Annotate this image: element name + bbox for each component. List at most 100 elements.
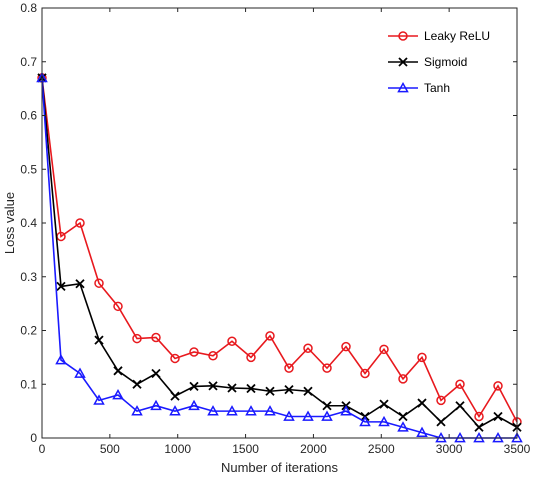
data-point-sigmoid [227, 383, 237, 393]
data-point-tanh [188, 399, 200, 411]
data-point-sigmoid [170, 391, 180, 401]
y-tick-label: 0.8 [20, 1, 37, 15]
data-point-tanh [378, 415, 390, 427]
data-point-sigmoid [75, 279, 85, 289]
data-point-leaky-relu [284, 363, 294, 373]
data-point-tanh [93, 394, 105, 405]
data-point-tanh [245, 405, 257, 416]
data-point-tanh [55, 354, 67, 365]
series-leaky-relu [37, 73, 522, 427]
data-point-leaky-relu [341, 341, 351, 352]
data-point-tanh [302, 410, 314, 421]
data-point-sigmoid [94, 335, 104, 345]
x-tick-label: 500 [100, 442, 120, 456]
legend-label: Leaky ReLU [424, 29, 490, 43]
data-point-tanh [321, 410, 333, 421]
legend-marker [398, 57, 408, 67]
data-point-sigmoid [284, 384, 294, 395]
data-point-sigmoid [398, 411, 408, 422]
data-point-sigmoid [379, 399, 389, 409]
data-point-tanh [207, 405, 219, 416]
series-line-leaky-relu [41, 77, 518, 423]
data-point-leaky-relu [170, 353, 180, 364]
legend: Leaky ReLU Sigmoid Tanh [388, 29, 490, 95]
data-point-sigmoid [322, 401, 332, 411]
y-tick-label: 0.4 [20, 216, 37, 230]
data-point-sigmoid [246, 383, 256, 394]
data-point-sigmoid [474, 422, 484, 432]
data-point-leaky-relu [455, 379, 465, 389]
x-tick-label: 2500 [368, 442, 395, 456]
x-tick-label: 1500 [232, 442, 259, 456]
data-point-leaky-relu [436, 395, 446, 406]
data-point-tanh [340, 405, 352, 416]
data-point-tanh [74, 367, 86, 378]
data-point-leaky-relu [303, 343, 313, 353]
data-point-leaky-relu [189, 347, 199, 357]
data-point-tanh [169, 405, 181, 416]
data-point-leaky-relu [208, 351, 218, 361]
data-point-leaky-relu [246, 352, 256, 363]
x-tick-label: 3000 [436, 442, 463, 456]
data-point-sigmoid [56, 281, 66, 292]
data-point-leaky-relu [265, 331, 275, 341]
y-tick-label: 0.1 [20, 377, 37, 391]
legend-marker [397, 81, 409, 93]
data-point-tanh [226, 405, 238, 416]
ticks-layer: 0 500 1000 1500 2000 2500 3000 3500 0 0.1 0.2 0.3 0.… [20, 1, 530, 456]
data-point-tanh [416, 426, 428, 437]
legend-label: Sigmoid [424, 55, 467, 69]
data-point-sigmoid [303, 386, 313, 396]
legend-item-tanh: Tanh [388, 81, 450, 95]
plot-area [42, 8, 517, 438]
data-point-leaky-relu [417, 352, 427, 363]
data-point-sigmoid [189, 381, 199, 392]
data-point-sigmoid [151, 368, 161, 379]
x-tick-label: 1000 [164, 442, 191, 456]
data-point-leaky-relu [493, 381, 503, 391]
data-point-sigmoid [493, 411, 503, 422]
data-point-leaky-relu [398, 374, 408, 384]
series-layer [36, 71, 523, 443]
data-point-tanh [131, 405, 143, 416]
data-point-sigmoid [113, 366, 123, 376]
data-point-leaky-relu [94, 278, 104, 288]
data-point-tanh [264, 405, 276, 416]
y-tick-label: 0 [30, 431, 37, 445]
data-point-sigmoid [265, 386, 275, 396]
data-point-sigmoid [436, 417, 446, 427]
legend-item-leaky-relu: Leaky ReLU [388, 29, 490, 43]
legend-item-sigmoid: Sigmoid [388, 55, 467, 69]
y-tick-label: 0.7 [20, 55, 37, 69]
data-point-tanh [283, 410, 295, 421]
data-point-leaky-relu [132, 333, 142, 344]
data-point-leaky-relu [75, 218, 85, 228]
y-axis-label: Loss value [2, 192, 17, 254]
data-point-leaky-relu [360, 368, 370, 379]
data-point-tanh [397, 421, 409, 432]
data-point-sigmoid [417, 398, 427, 408]
x-tick-label: 3500 [504, 442, 531, 456]
data-point-tanh [112, 388, 124, 400]
data-point-leaky-relu [227, 336, 237, 346]
data-point-sigmoid [455, 401, 465, 411]
x-tick-label: 0 [39, 442, 46, 456]
series-sigmoid [37, 73, 522, 432]
data-point-sigmoid [132, 379, 142, 389]
y-tick-label: 0.6 [20, 109, 37, 123]
legend-label: Tanh [424, 81, 450, 95]
data-point-leaky-relu [474, 411, 484, 422]
y-tick-label: 0.5 [20, 162, 37, 176]
data-point-tanh [150, 399, 162, 411]
series-tanh [36, 71, 523, 443]
data-point-leaky-relu [322, 363, 332, 373]
y-tick-label: 0.2 [20, 324, 37, 338]
x-axis-label: Number of iterations [221, 460, 339, 475]
x-tick-label: 2000 [300, 442, 327, 456]
y-tick-label: 0.3 [20, 270, 37, 284]
legend-marker [398, 31, 408, 41]
data-point-sigmoid [208, 381, 218, 391]
data-point-tanh [359, 415, 371, 427]
data-point-leaky-relu [379, 344, 389, 355]
